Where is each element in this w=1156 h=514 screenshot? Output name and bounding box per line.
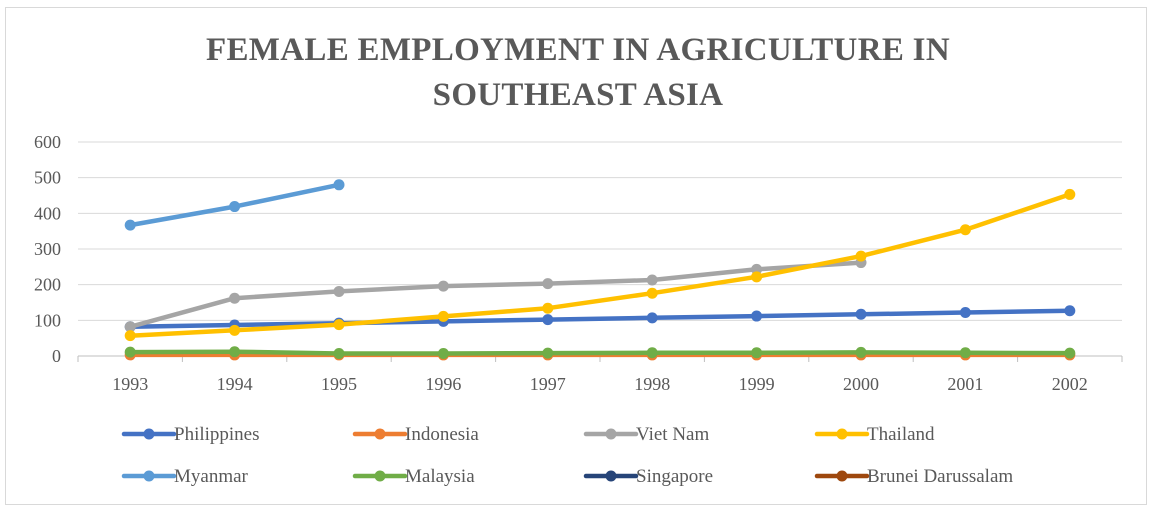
data-point [751,347,763,359]
legend-marker [374,428,386,440]
legend-marker [605,470,617,482]
data-point [333,179,345,191]
legend-marker [143,428,155,440]
data-point [1064,305,1076,317]
chart-title-line-1: FEMALE EMPLOYMENT IN AGRICULTURE IN [206,32,950,68]
legend-label: Thailand [867,424,935,445]
legend-label: Viet Nam [636,424,709,445]
data-point [542,278,554,290]
data-point [646,287,658,299]
legend-marker [836,428,848,440]
x-tick-label: 2000 [843,374,879,394]
legend-item: Indonesia [352,424,479,445]
data-point [333,285,345,297]
legend-label: Philippines [174,424,260,445]
series-line [127,349,1073,356]
data-point [437,280,449,292]
legend-item: Myanmar [121,466,249,487]
x-tick-label: 1995 [321,374,357,394]
data-point [1064,347,1076,359]
x-tick-label: 1996 [425,374,461,394]
data-point [959,306,971,318]
y-tick-label: 0 [52,346,61,366]
data-point [229,201,241,213]
data-point [124,346,136,358]
chart-title-line-2: SOUTHEAST ASIA [432,77,724,113]
data-point [229,324,241,336]
series-myanmar [124,179,345,231]
data-point [542,314,554,326]
y-tick-label: 200 [34,275,61,295]
x-tick-label: 1993 [112,374,148,394]
legend-item: Singapore [583,466,713,487]
legend-label: Indonesia [405,424,479,445]
x-tick-label: 1998 [634,374,670,394]
legend-label: Myanmar [174,466,249,487]
legend-item: Philippines [121,424,260,445]
legend-item: Brunei Darussalam [814,466,1013,487]
legend-label: Singapore [636,466,713,487]
data-point [124,321,136,333]
data-point [959,347,971,359]
data-point [751,310,763,322]
series-malaysia [124,346,1076,360]
data-point [959,224,971,236]
data-point [437,310,449,322]
y-tick-label: 100 [34,310,61,330]
data-point [1064,188,1076,200]
x-tick-label: 1994 [217,374,253,394]
legend-label: Malaysia [405,466,475,487]
series-line [127,308,1073,330]
chart-title: FEMALE EMPLOYMENT IN AGRICULTURE IN SOUT… [0,28,1156,118]
series-line [127,192,1073,338]
data-point [124,330,136,342]
y-tick-label: 400 [34,203,61,223]
data-point [229,292,241,304]
chart-frame [5,7,1147,505]
x-tick-label: 2001 [947,374,983,394]
data-point [229,346,241,358]
data-point [333,348,345,360]
legend-item: Malaysia [352,466,475,487]
y-tick-label: 300 [34,239,61,259]
legend-marker [374,470,386,482]
data-point [542,302,554,314]
y-tick-label: 500 [34,168,61,188]
legend-item: Thailand [814,424,935,445]
x-tick-label: 1997 [530,374,566,394]
data-point [855,346,867,358]
legend-marker [836,470,848,482]
series-thailand [124,188,1076,342]
series-line [127,260,864,330]
data-point [333,319,345,331]
data-point [124,219,136,231]
legend-marker [143,470,155,482]
data-point [751,271,763,283]
data-point [437,348,449,360]
data-point [855,250,867,262]
data-point [646,312,658,324]
legend-label: Brunei Darussalam [867,466,1013,487]
data-point [646,347,658,359]
data-point [542,347,554,359]
data-point [855,308,867,320]
legend-marker [605,428,617,440]
y-tick-label: 600 [34,132,61,152]
x-tick-label: 2002 [1052,374,1088,394]
x-tick-label: 1999 [739,374,775,394]
data-point [646,274,658,286]
legend-item: Viet Nam [583,424,709,445]
